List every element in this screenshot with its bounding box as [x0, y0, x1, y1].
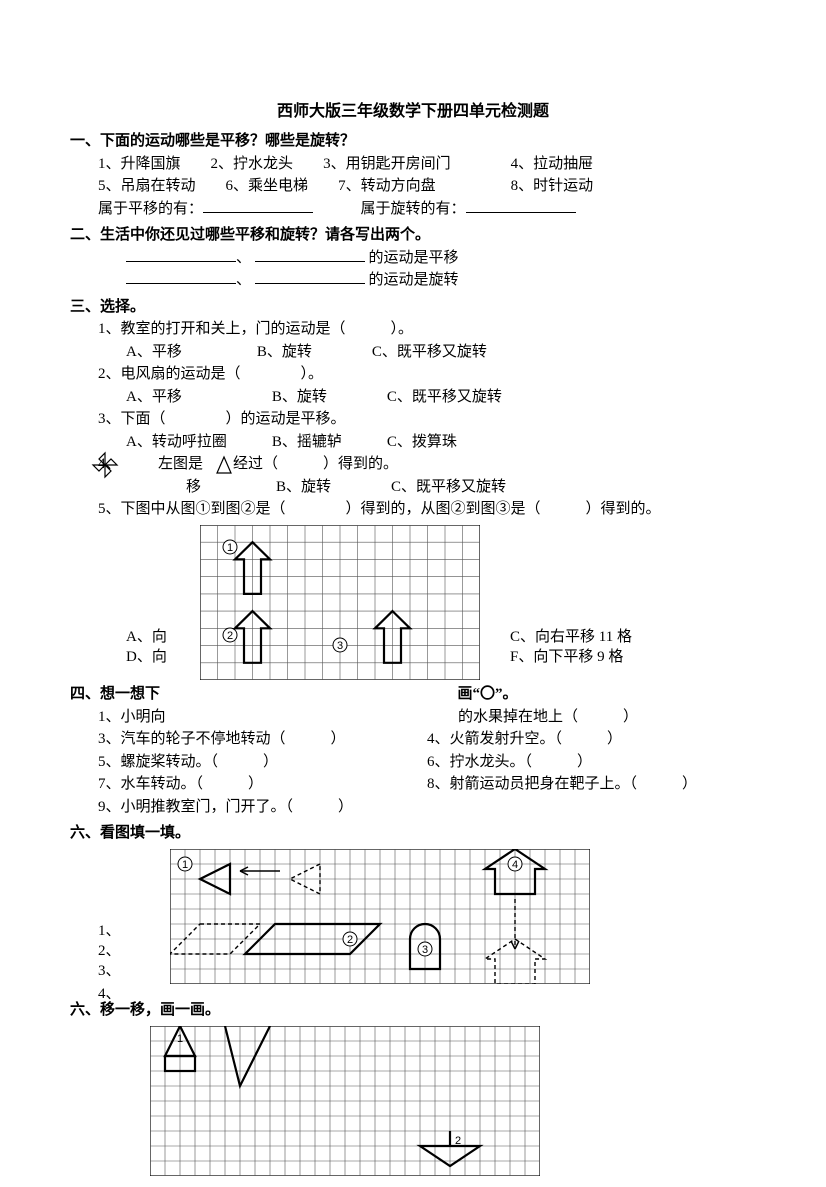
- triangle-icon: [215, 455, 233, 475]
- s3-q3-opts: A、转动呼拉圈 B、摇辘轳 C、拨算珠: [70, 431, 756, 454]
- pinwheel-icon: [90, 451, 120, 479]
- s6-grid: 1 2: [150, 1026, 540, 1176]
- s5-grid-wrap: 1 4 2 3: [170, 849, 590, 984]
- svg-text:1: 1: [227, 542, 233, 554]
- s4-row4: 7、水车转动。（ ）8、射箭运动员把身在靶子上。（ ）: [70, 773, 756, 796]
- s3-q1-opts: A、平移 B、旋转 C、既平移又旋转: [70, 341, 756, 364]
- s1-answer-row: 属于平移的有： 属于旋转的有：: [70, 198, 756, 221]
- s2-line2: 、 的运动是旋转: [70, 269, 756, 292]
- svg-text:1: 1: [177, 1033, 183, 1045]
- s5-grid: 1 4 2 3: [170, 849, 590, 984]
- svg-text:1: 1: [182, 859, 188, 871]
- blank[interactable]: [255, 269, 365, 284]
- s4-row3: 5、螺旋桨转动。（ ）6、拧水龙头。（ ）: [70, 751, 756, 774]
- s3-q1: 1、教室的打开和关上，门的运动是（ ）。: [70, 318, 756, 341]
- s5-line3: 3、: [98, 960, 121, 983]
- svg-text:2: 2: [455, 1135, 461, 1147]
- s3-q4: 4、 左图是 经过（ ）得到的。: [70, 453, 756, 476]
- q5-grid: 1 2 3: [200, 525, 480, 680]
- svg-text:2: 2: [227, 630, 233, 642]
- svg-text:4: 4: [512, 859, 518, 871]
- page-title: 西师大版三年级数学下册四单元检测题: [70, 100, 756, 124]
- s5-head: 六、看图填一填。: [70, 822, 756, 845]
- s3-q2-opts: A、平移 B、旋转 C、既平移又旋转: [70, 386, 756, 409]
- s1-head: 一、下面的运动哪些是平移？哪些是旋转？: [70, 130, 756, 153]
- blank[interactable]: [126, 269, 236, 284]
- s1-row2: 5、吊扇在转动 6、乘坐电梯 7、转动方向盘 8、时针运动: [70, 175, 756, 198]
- s3-q5-optF: F、向下平移 9 格: [510, 646, 623, 669]
- blank-xuanzhuan[interactable]: [466, 198, 576, 213]
- s3-q5-optD: D、向: [126, 646, 167, 669]
- s3-q4-opts: 移 B、旋转 C、既平移又旋转: [70, 476, 756, 499]
- s4-row2: 3、汽车的轮子不停地转动（ ）4、火箭发射升空。（ ）: [70, 728, 756, 751]
- s6-grid-wrap: 1 2: [150, 1026, 540, 1176]
- blank[interactable]: [126, 247, 236, 262]
- svg-text:3: 3: [337, 640, 343, 652]
- svg-text:3: 3: [422, 944, 428, 956]
- s6-head: 六、移一移，画一画。: [70, 999, 756, 1022]
- s5-line4: 4、: [98, 983, 121, 1006]
- s3-head: 三、选择。: [70, 296, 756, 319]
- blank-pingyi[interactable]: [203, 198, 313, 213]
- s3-q5: 5、下图中从图①到图②是（ ）得到的，从图②到图③是（ ）得到的。: [70, 498, 756, 521]
- s3-q2: 2、电风扇的运动是（ ）。: [70, 363, 756, 386]
- s4-q9: 9、小明推教室门，门开了。（ ）: [70, 796, 756, 819]
- s2-line1: 、 的运动是平移: [70, 247, 756, 270]
- q5-grid-wrap: 1 2 3: [200, 525, 480, 680]
- svg-text:2: 2: [347, 934, 353, 946]
- s3-q3: 3、下面（ ）的运动是平移。: [70, 408, 756, 431]
- s2-head: 二、生活中你还见过哪些平移和旋转？请各写出两个。: [70, 224, 756, 247]
- blank[interactable]: [255, 247, 365, 262]
- s1-row1: 1、升降国旗 2、拧水龙头 3、用钥匙开房间门 4、拉动抽屉: [70, 153, 756, 176]
- s4-q1: 1、小明向 的水果掉在地上（ ）: [70, 706, 756, 729]
